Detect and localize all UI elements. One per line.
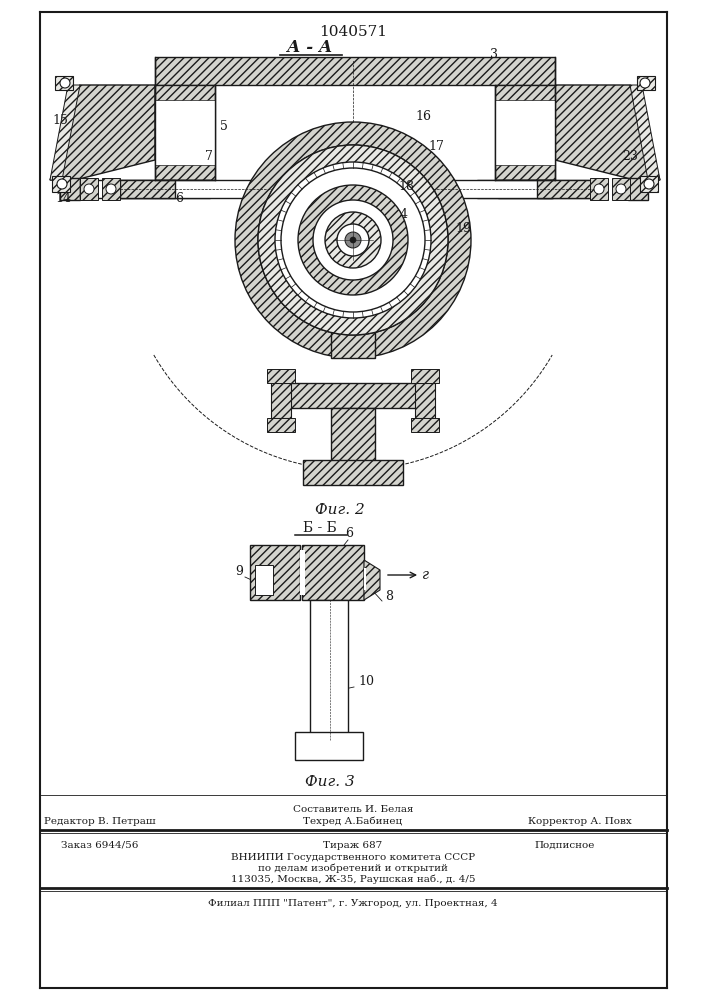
Bar [364, 568, 366, 590]
Text: Составитель И. Белая: Составитель И. Белая [293, 804, 414, 814]
Circle shape [325, 212, 381, 268]
Bar [411, 418, 439, 432]
Text: ВНИИПИ Государственного комитета СССР: ВНИИПИ Государственного комитета СССР [231, 852, 475, 861]
Bar [288, 383, 418, 408]
Circle shape [345, 232, 361, 248]
Text: 6: 6 [175, 192, 183, 205]
Bar [255, 565, 273, 595]
Bar [60, 178, 80, 200]
Bar [477, 180, 552, 198]
Bar [498, 180, 553, 198]
Bar [331, 408, 375, 465]
Bar [160, 105, 210, 160]
Text: Б - Б: Б - Б [303, 521, 337, 535]
Bar [102, 178, 120, 200]
Text: Редактор В. Петраш: Редактор В. Петраш [44, 816, 156, 826]
Polygon shape [364, 560, 380, 600]
Bar [415, 383, 435, 418]
Text: 17: 17 [428, 140, 444, 153]
Bar [80, 178, 98, 200]
Text: А - А: А - А [287, 39, 333, 56]
Bar [495, 100, 555, 165]
Text: 19: 19 [455, 222, 471, 235]
Bar [55, 76, 73, 90]
Bar [155, 100, 215, 165]
Text: Заказ 6944/56: Заказ 6944/56 [62, 840, 139, 850]
Text: 113035, Москва, Ж-35, Раушская наб., д. 4/5: 113035, Москва, Ж-35, Раушская наб., д. … [230, 874, 475, 884]
Circle shape [298, 185, 408, 295]
Text: 18: 18 [398, 180, 414, 193]
Text: 1040571: 1040571 [319, 25, 387, 39]
Text: 23: 23 [622, 150, 638, 163]
Polygon shape [50, 85, 80, 180]
Bar [267, 418, 295, 432]
Bar [500, 105, 550, 160]
Bar [295, 732, 363, 760]
Bar [331, 308, 375, 358]
Text: Фиг. 2: Фиг. 2 [315, 503, 365, 517]
Circle shape [84, 184, 94, 194]
Text: Фиг. 3: Фиг. 3 [305, 775, 355, 789]
Circle shape [640, 78, 650, 88]
Text: г: г [422, 568, 429, 582]
Polygon shape [630, 85, 660, 180]
Circle shape [60, 78, 70, 88]
Text: Филиал ППП "Патент", г. Ужгород, ул. Проектная, 4: Филиал ППП "Патент", г. Ужгород, ул. Про… [208, 898, 498, 908]
Circle shape [594, 184, 604, 194]
Circle shape [313, 200, 393, 280]
Text: 5: 5 [220, 120, 228, 133]
Bar [120, 180, 592, 198]
Text: Подписное: Подписное [534, 840, 595, 850]
Text: по делам изобретений и открытий: по делам изобретений и открытий [258, 863, 448, 873]
Circle shape [106, 184, 116, 194]
Bar [590, 178, 608, 200]
Polygon shape [555, 85, 660, 180]
Bar [271, 383, 291, 418]
Text: Тираж 687: Тираж 687 [323, 840, 382, 850]
Circle shape [258, 145, 448, 335]
Bar [52, 176, 70, 192]
Circle shape [350, 237, 356, 243]
Text: Техред А.Бабинец: Техред А.Бабинец [303, 816, 402, 826]
Text: 16: 16 [415, 110, 431, 123]
Circle shape [281, 168, 425, 312]
Bar [537, 180, 592, 198]
Bar [155, 85, 215, 180]
Text: Корректор А. Повх: Корректор А. Повх [528, 816, 632, 826]
Bar [612, 178, 630, 200]
Text: 6: 6 [345, 527, 353, 540]
Text: 4: 4 [400, 208, 408, 221]
Bar [155, 180, 210, 198]
Text: 14: 14 [55, 192, 71, 205]
Bar [300, 550, 305, 595]
Text: 8: 8 [385, 590, 393, 603]
Bar [411, 369, 439, 383]
Circle shape [275, 162, 431, 318]
Bar [302, 545, 364, 600]
Circle shape [644, 179, 654, 189]
Circle shape [57, 179, 67, 189]
Text: 9: 9 [235, 565, 243, 578]
Text: 7: 7 [205, 150, 213, 163]
Circle shape [616, 184, 626, 194]
Bar [303, 460, 403, 485]
Text: 10: 10 [358, 675, 374, 688]
Bar [495, 85, 555, 180]
Circle shape [337, 224, 369, 256]
Bar [250, 545, 300, 600]
Text: 15: 15 [52, 114, 68, 127]
Bar [267, 369, 295, 383]
Text: 3: 3 [490, 48, 498, 61]
Bar [80, 180, 155, 198]
Polygon shape [50, 85, 155, 180]
Bar [120, 180, 175, 198]
Bar [640, 176, 658, 192]
Circle shape [235, 122, 471, 358]
Circle shape [258, 145, 448, 335]
Bar [628, 178, 648, 200]
Bar [310, 600, 348, 735]
Bar [637, 76, 655, 90]
Bar [155, 57, 555, 85]
